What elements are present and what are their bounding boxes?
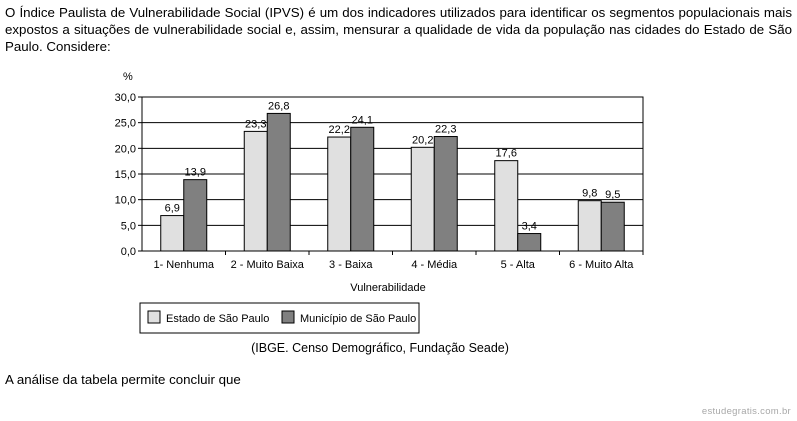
- value-label: 3,4: [522, 221, 537, 233]
- y-tick-label: 25,0: [115, 118, 136, 130]
- y-tick-label: 5,0: [121, 220, 136, 232]
- value-label: 23,3: [245, 118, 266, 130]
- value-label: 17,6: [496, 148, 517, 160]
- grid-lines: [142, 96, 643, 252]
- category-label: 1- Nenhuma: [153, 259, 214, 271]
- legend: Estado de São Paulo Município de São Pau…: [139, 302, 420, 334]
- y-tick-label: 30,0: [115, 92, 136, 104]
- value-label: 9,8: [582, 188, 597, 200]
- bar-estado: [160, 215, 185, 252]
- category-label: 6 - Muito Alta: [569, 259, 634, 271]
- y-tick-label: 10,0: [115, 195, 136, 207]
- legend-label-municipio: Município de São Paulo: [300, 313, 416, 325]
- value-labels: 6,9 13,9 23,326,8 22,224,1 20,222,3 17,6 3,4 9,…: [165, 100, 621, 232]
- legend-box: [139, 302, 420, 334]
- category-label: 5 - Alta: [501, 259, 536, 271]
- category-label: 2 - Muito Baixa: [231, 259, 305, 271]
- bar-estado: [494, 160, 519, 252]
- watermark: estudegratis.com.br: [701, 406, 791, 417]
- category-label: 4 - Média: [411, 259, 458, 271]
- bar-municipio: [517, 233, 542, 252]
- legend-swatch-estado: [147, 310, 161, 324]
- y-tick-label: 0,0: [121, 246, 136, 258]
- bar-estado: [577, 200, 602, 252]
- value-label: 22,2: [329, 124, 350, 136]
- bar-municipio: [350, 126, 375, 252]
- value-label: 20,2: [412, 134, 433, 146]
- x-axis-label: Vulnerabilidade: [350, 282, 425, 294]
- y-axis-unit: %: [123, 71, 133, 83]
- value-label: 22,3: [435, 124, 456, 136]
- source-caption: (IBGE. Censo Demográfico, Fundação Seade…: [251, 341, 509, 355]
- value-label: 26,8: [268, 100, 289, 112]
- bar-estado: [327, 136, 352, 252]
- value-label: 24,1: [352, 114, 373, 126]
- y-tick-label: 20,0: [115, 143, 136, 155]
- bar-municipio: [183, 179, 208, 252]
- value-label: 9,5: [605, 189, 620, 201]
- category-labels: 1- Nenhuma 2 - Muito Baixa 3 - Baixa 4 - Mé…: [153, 251, 644, 271]
- category-label: 3 - Baixa: [329, 259, 373, 271]
- value-label: 6,9: [165, 203, 180, 215]
- y-tick-label: 15,0: [115, 169, 136, 181]
- bar-municipio: [266, 112, 291, 252]
- value-label: 13,9: [185, 167, 206, 179]
- intro-text: O Índice Paulista de Vulnerabilidade Soc…: [5, 5, 792, 54]
- question-text: A análise da tabela permite concluir que: [5, 372, 241, 387]
- legend-label-estado: Estado de São Paulo: [166, 313, 269, 325]
- bar-estado: [243, 130, 268, 252]
- bar-municipio: [600, 201, 625, 252]
- legend-swatch-municipio: [281, 310, 295, 324]
- bar-estado: [410, 146, 435, 252]
- bar-municipio: [433, 136, 458, 252]
- bars: [160, 112, 625, 252]
